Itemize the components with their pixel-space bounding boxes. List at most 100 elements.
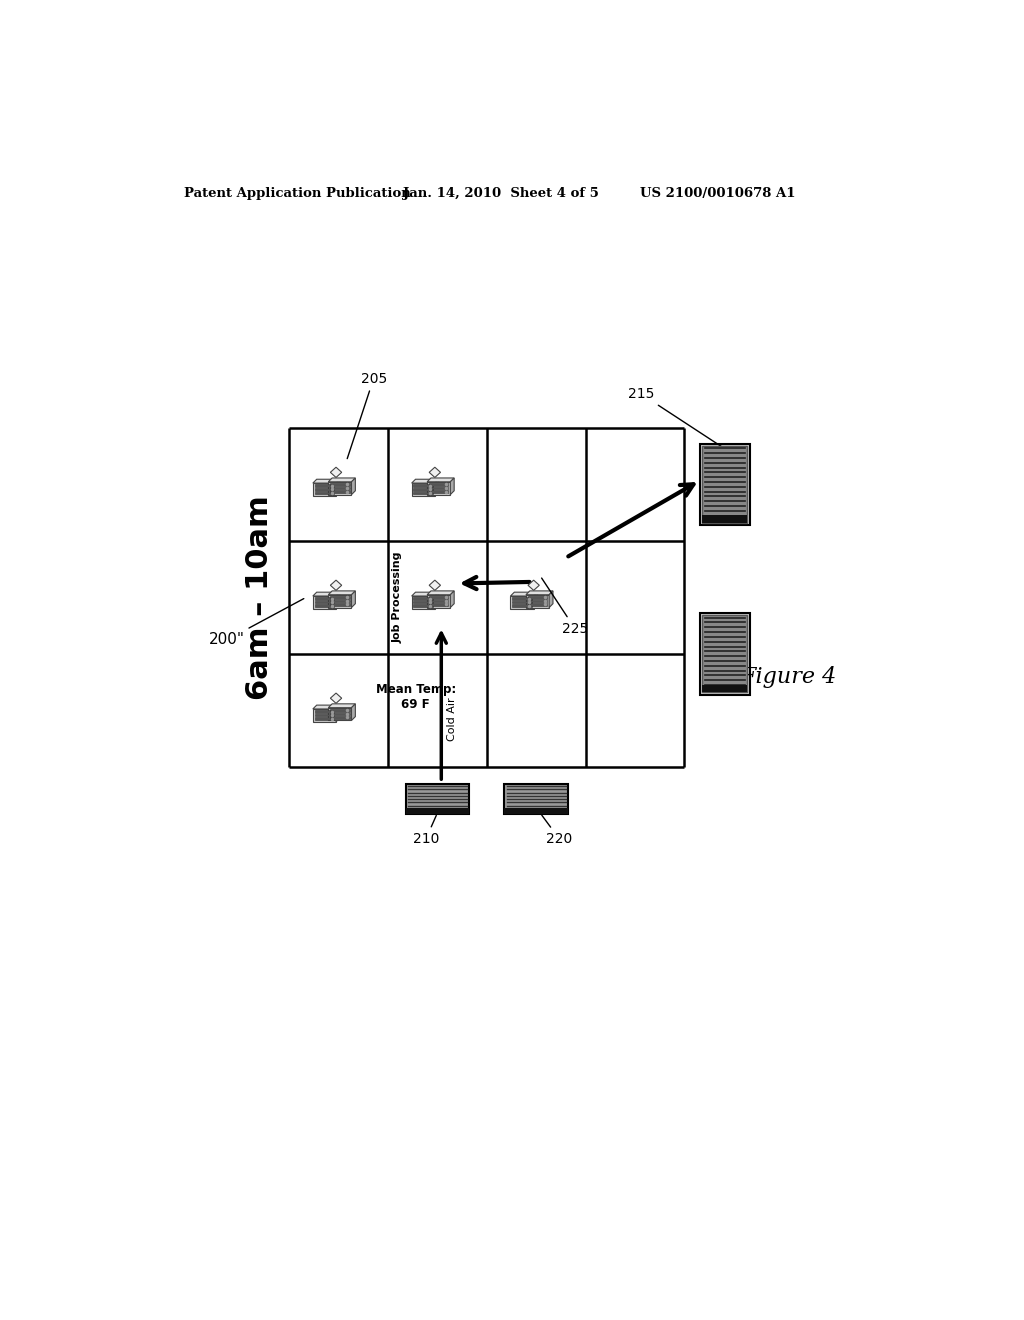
Polygon shape: [512, 598, 531, 599]
Polygon shape: [429, 599, 449, 602]
Text: US 2100/0010678 A1: US 2100/0010678 A1: [640, 187, 795, 199]
Bar: [505, 784, 568, 813]
Polygon shape: [314, 605, 334, 607]
Polygon shape: [330, 717, 349, 718]
Polygon shape: [330, 603, 349, 606]
Polygon shape: [330, 713, 349, 715]
Bar: [505, 808, 568, 813]
Polygon shape: [429, 483, 449, 486]
Polygon shape: [429, 467, 440, 478]
Polygon shape: [414, 484, 433, 487]
Polygon shape: [451, 478, 455, 495]
Bar: [702, 446, 748, 523]
Polygon shape: [526, 591, 553, 595]
Polygon shape: [330, 709, 349, 711]
Text: 200": 200": [209, 598, 304, 647]
Polygon shape: [429, 487, 449, 490]
Polygon shape: [313, 479, 340, 483]
Text: Cold Air: Cold Air: [447, 697, 458, 741]
Bar: [700, 612, 750, 694]
Polygon shape: [412, 479, 438, 483]
Polygon shape: [313, 597, 336, 609]
Polygon shape: [412, 483, 435, 496]
Text: 225: 225: [542, 578, 588, 636]
Polygon shape: [336, 593, 340, 609]
Polygon shape: [429, 597, 449, 598]
Polygon shape: [512, 601, 531, 603]
Polygon shape: [414, 491, 433, 494]
Polygon shape: [331, 581, 342, 590]
Polygon shape: [549, 591, 553, 607]
Polygon shape: [331, 467, 342, 478]
Polygon shape: [314, 491, 334, 494]
Polygon shape: [329, 595, 351, 607]
Polygon shape: [314, 710, 334, 713]
Polygon shape: [330, 487, 349, 490]
Text: Job Processing: Job Processing: [392, 552, 402, 643]
Text: 220: 220: [542, 816, 572, 846]
Polygon shape: [313, 483, 336, 496]
Polygon shape: [427, 482, 451, 495]
Polygon shape: [351, 704, 355, 721]
Text: Patent Application Publication: Patent Application Publication: [183, 187, 411, 199]
Polygon shape: [510, 597, 534, 609]
Polygon shape: [329, 704, 355, 708]
Polygon shape: [329, 482, 351, 495]
Bar: [702, 515, 748, 523]
Polygon shape: [427, 591, 455, 595]
Polygon shape: [314, 714, 334, 717]
Bar: [700, 444, 750, 525]
Bar: [406, 808, 469, 813]
Polygon shape: [330, 597, 349, 598]
Polygon shape: [435, 479, 438, 496]
Polygon shape: [414, 598, 433, 599]
Polygon shape: [429, 490, 449, 492]
Polygon shape: [330, 483, 349, 486]
Polygon shape: [330, 599, 349, 602]
Polygon shape: [336, 705, 340, 722]
Polygon shape: [435, 593, 438, 609]
Polygon shape: [427, 595, 451, 607]
Polygon shape: [527, 599, 547, 602]
Text: 210: 210: [413, 816, 439, 846]
Polygon shape: [427, 478, 455, 482]
Polygon shape: [314, 601, 334, 603]
Polygon shape: [351, 591, 355, 607]
Polygon shape: [336, 479, 340, 496]
Polygon shape: [534, 593, 538, 609]
Polygon shape: [526, 595, 549, 607]
Polygon shape: [528, 581, 540, 590]
Polygon shape: [329, 708, 351, 721]
Polygon shape: [527, 603, 547, 606]
Polygon shape: [331, 693, 342, 704]
Polygon shape: [329, 591, 355, 595]
Bar: [702, 685, 748, 692]
Polygon shape: [330, 490, 349, 492]
Polygon shape: [314, 717, 334, 719]
Text: 205: 205: [347, 371, 387, 458]
Polygon shape: [313, 709, 336, 722]
Polygon shape: [314, 488, 334, 491]
Text: Jan. 14, 2010  Sheet 4 of 5: Jan. 14, 2010 Sheet 4 of 5: [403, 187, 599, 199]
Text: Mean Temp:
69 F: Mean Temp: 69 F: [376, 682, 456, 710]
Polygon shape: [414, 488, 433, 491]
Polygon shape: [451, 591, 455, 607]
Polygon shape: [351, 478, 355, 495]
Polygon shape: [412, 597, 435, 609]
Polygon shape: [414, 605, 433, 607]
Polygon shape: [429, 603, 449, 606]
Polygon shape: [314, 598, 334, 599]
Polygon shape: [313, 705, 340, 709]
Polygon shape: [510, 593, 538, 597]
Text: Figure 4: Figure 4: [740, 665, 837, 688]
Polygon shape: [412, 593, 438, 597]
Polygon shape: [314, 484, 334, 487]
Text: 215: 215: [628, 387, 724, 449]
Polygon shape: [313, 593, 340, 597]
Polygon shape: [512, 605, 531, 607]
Polygon shape: [527, 597, 547, 598]
Polygon shape: [429, 581, 440, 590]
Polygon shape: [414, 601, 433, 603]
Text: 6am – 10am: 6am – 10am: [246, 495, 274, 700]
Bar: [702, 615, 748, 692]
